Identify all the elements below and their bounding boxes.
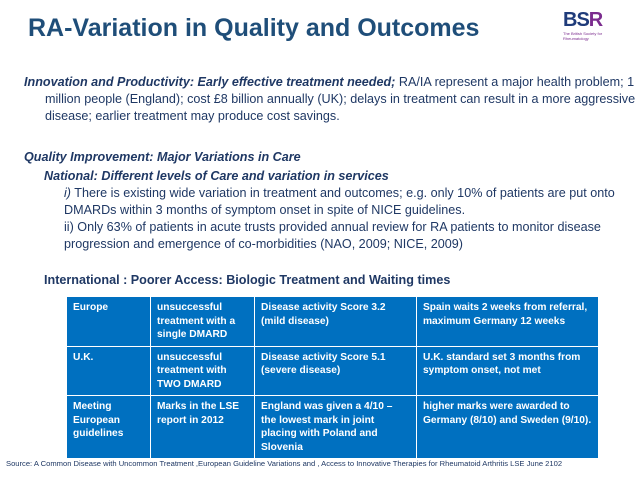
table-row: Europe unsuccessful treatment with a sin…	[66, 296, 599, 347]
point-1-label: i)	[64, 186, 71, 200]
table-cell-region: U.K.	[66, 345, 151, 396]
table-cell-waiting: U.K. standard set 3 months from symptom …	[416, 345, 599, 396]
table-cell-region: Meeting European guidelines	[66, 395, 151, 459]
national-subheading: National: Different levels of Care and v…	[44, 169, 389, 183]
bsr-logo: BSR The British Society for Rheumatology	[563, 10, 629, 50]
access-table: Europe unsuccessful treatment with a sin…	[66, 296, 599, 459]
bsr-logo-tagline: The British Society for Rheumatology	[563, 31, 603, 41]
innovation-text: RA/IA represent a major health problem; …	[45, 75, 636, 123]
national-point-2: ii) Only 63% of patients in acute trusts…	[64, 220, 601, 251]
table-cell-region: Europe	[66, 296, 151, 347]
table-cell-waiting: higher marks were awarded to Germany (8/…	[416, 395, 599, 459]
innovation-heading: Innovation and Productivity: Early effec…	[24, 75, 396, 89]
table-row: Meeting European guidelines Marks in the…	[66, 395, 599, 459]
innovation-paragraph: Innovation and Productivity: Early effec…	[24, 74, 638, 125]
point-1-text: There is existing wide variation in trea…	[64, 186, 615, 217]
bsr-logo-letters: BSR	[563, 9, 603, 31]
international-heading: International : Poorer Access: Biologic …	[44, 273, 451, 287]
table-cell-treatment: unsuccessful treatment with TWO DMARD	[150, 345, 255, 396]
source-citation: Source: A Common Disease with Uncommon T…	[6, 459, 563, 468]
national-point-1: i) There is existing wide variation in t…	[64, 185, 624, 219]
table-cell-treatment: Marks in the LSE report in 2012	[150, 395, 255, 459]
quality-heading: Quality Improvement: Major Variations in…	[24, 150, 301, 164]
slide-title: RA-Variation in Quality and Outcomes	[28, 14, 480, 42]
table-cell-score: Disease activity Score 3.2 (mild disease…	[254, 296, 417, 347]
table-cell-score: Disease activity Score 5.1 (severe disea…	[254, 345, 417, 396]
table-cell-waiting: Spain waits 2 weeks from referral, maxim…	[416, 296, 599, 347]
table-cell-score: England was given a 4/10 – the lowest ma…	[254, 395, 417, 459]
table-row: U.K. unsuccessful treatment with TWO DMA…	[66, 345, 599, 396]
table-cell-treatment: unsuccessful treatment with a single DMA…	[150, 296, 255, 347]
